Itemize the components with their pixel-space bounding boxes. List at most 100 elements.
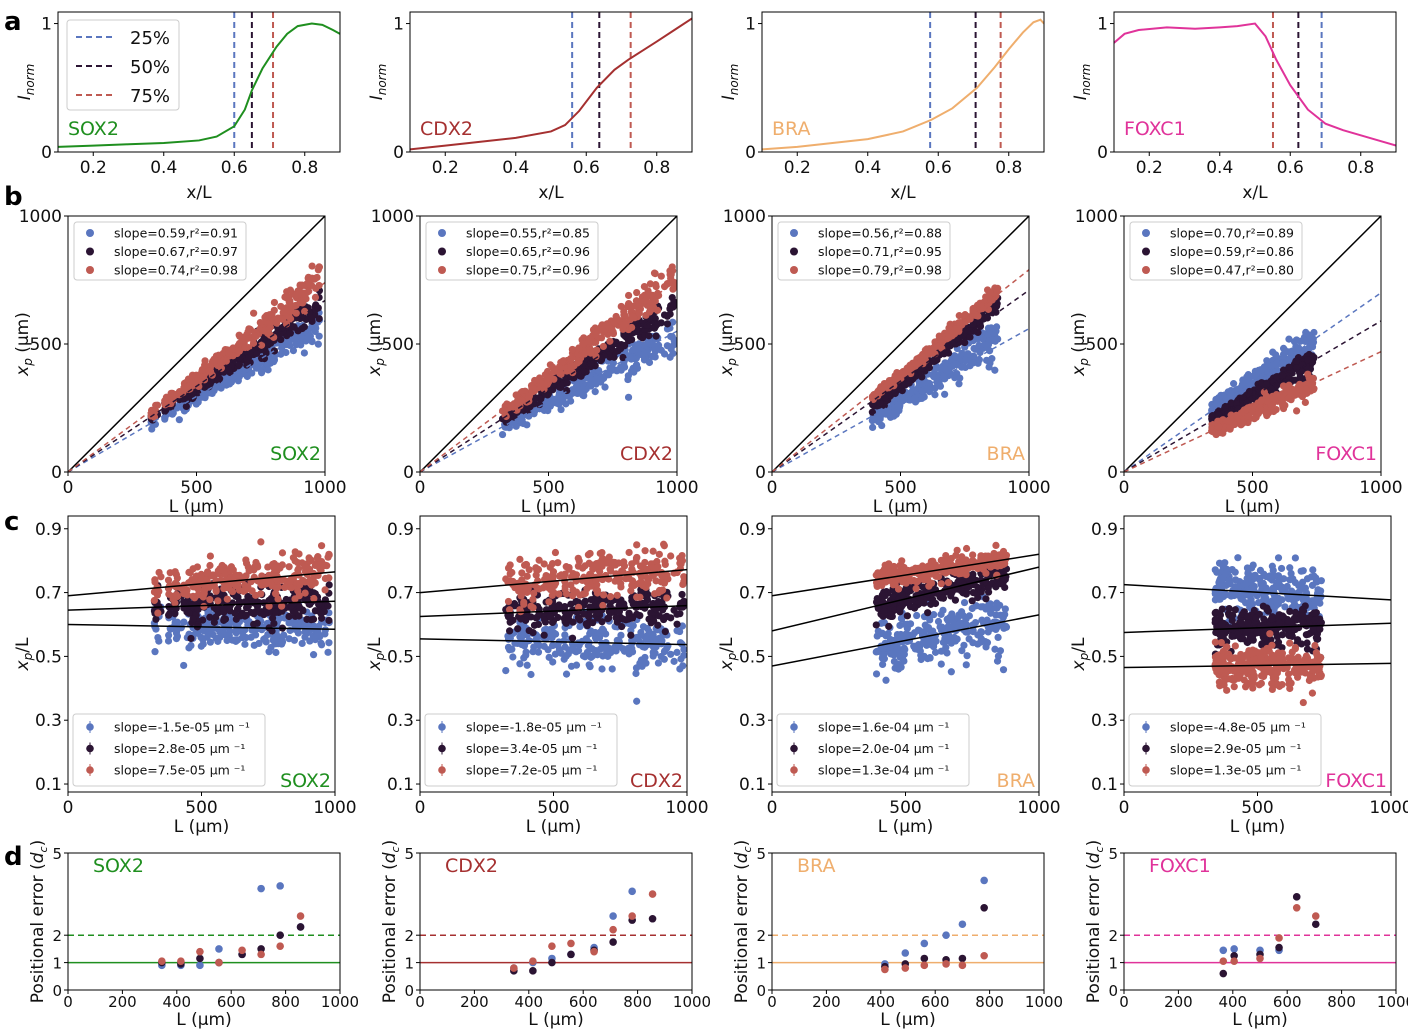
data-point: [217, 358, 225, 366]
data-point: [918, 357, 926, 366]
data-point: [641, 653, 649, 662]
data-point: [204, 583, 213, 591]
data-point: [635, 309, 643, 317]
data-point: [905, 379, 913, 387]
data-point: [165, 611, 173, 619]
y-tick-label: 500: [30, 335, 62, 355]
y-label-part: x: [1069, 365, 1089, 377]
data-point: [242, 633, 250, 642]
data-point: [267, 594, 275, 602]
data-point: [506, 618, 514, 626]
data-point: [966, 333, 974, 341]
data-point: [502, 666, 510, 675]
plot-area: [1114, 12, 1396, 152]
data-point: [596, 326, 604, 334]
legend-label: slope=-1.5e-05 µm ⁻¹: [114, 720, 250, 735]
data-point: [257, 369, 266, 377]
data-point: [557, 405, 565, 414]
x-tick-label: 0.6: [1277, 158, 1304, 178]
data-point: [535, 609, 543, 617]
gene-label: FOXC1: [1124, 118, 1186, 140]
data-point: [294, 558, 302, 567]
plot-area: [1124, 216, 1381, 472]
y-label-part: p: [373, 358, 387, 367]
data-point: [265, 311, 274, 319]
data-point: [150, 596, 159, 605]
data-point: [613, 314, 621, 322]
data-point: [654, 598, 662, 606]
data-point: [175, 416, 183, 424]
data-point: [306, 637, 314, 645]
data-point: [619, 353, 627, 362]
data-point: [184, 394, 192, 402]
identity-line: [68, 216, 325, 472]
data-point: [641, 547, 649, 555]
data-point: [628, 565, 636, 573]
y-label-part: /L: [365, 637, 385, 653]
y-tick-label: 0: [403, 463, 414, 483]
data-point: [649, 630, 657, 639]
data-point: [535, 641, 543, 650]
fit-line: [772, 289, 1029, 472]
legend-box: [424, 713, 618, 787]
data-point: [313, 631, 322, 639]
data-point: [628, 323, 636, 332]
data-point: [1302, 328, 1310, 337]
data-point: [653, 306, 662, 314]
data-point: [574, 639, 582, 647]
data-point: [523, 572, 531, 580]
data-point: [529, 604, 537, 612]
data-point: [321, 626, 329, 634]
data-point: [1272, 390, 1281, 399]
data-point: [307, 337, 316, 345]
data-point: [272, 648, 280, 657]
data-point: [154, 633, 162, 642]
data-point: [568, 634, 577, 642]
y-tick-label: 500: [734, 335, 766, 355]
y-label-part: norm: [727, 64, 741, 96]
data-point: [248, 369, 256, 377]
data-point: [670, 282, 677, 290]
data-point: [579, 380, 587, 388]
data-point: [630, 368, 638, 376]
data-point: [574, 603, 583, 611]
data-point: [270, 358, 278, 366]
data-point: [1293, 407, 1301, 415]
y-tick-label: 0: [41, 143, 52, 163]
data-point: [164, 637, 173, 645]
data-point: [663, 280, 671, 288]
legend-label: slope=0.75,r²=0.96: [466, 263, 590, 278]
y-axis-label: xp (µm): [365, 312, 387, 377]
data-point: [589, 565, 597, 573]
y-tick-label: 1: [1097, 15, 1108, 35]
data-point: [182, 402, 190, 411]
data-point: [933, 378, 941, 387]
data-point: [581, 653, 589, 661]
data-point: [272, 608, 280, 616]
plot-area: [762, 12, 1044, 152]
x-axis-label: L (µm): [873, 497, 929, 517]
data-point: [928, 371, 936, 379]
data-point: [568, 345, 576, 354]
data-point: [572, 571, 581, 579]
data-point: [189, 615, 197, 623]
data-point: [606, 337, 614, 345]
data-point: [629, 346, 637, 354]
legend: 25%50%75%: [66, 19, 180, 111]
data-point: [286, 329, 294, 337]
fit-line: [420, 568, 687, 594]
y-tick-label: 0.3: [35, 711, 62, 731]
data-point: [546, 563, 554, 571]
data-point: [212, 605, 220, 613]
y-label-part: (µm): [717, 312, 737, 358]
data-point: [1278, 372, 1287, 380]
data-point: [663, 320, 672, 328]
x-tick-label: 0: [767, 478, 778, 498]
fit-line: [1124, 320, 1381, 472]
data-point: [661, 560, 669, 569]
data-point: [505, 606, 514, 614]
data-point: [197, 577, 205, 585]
